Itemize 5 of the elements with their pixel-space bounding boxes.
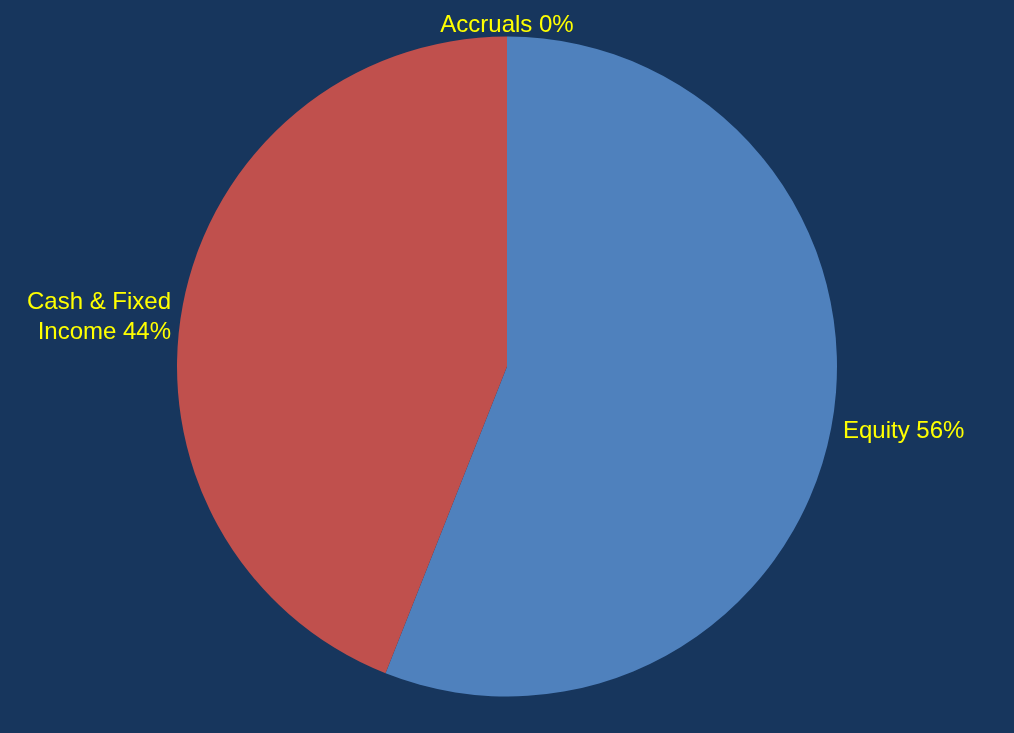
pie-slice (385, 36, 837, 697)
slice-label: Cash & Fixed Income 44% (27, 287, 172, 345)
category-label: Accruals 0% (440, 9, 574, 37)
pie-slice (177, 36, 507, 674)
slice-label: Equity 56% (842, 415, 965, 443)
